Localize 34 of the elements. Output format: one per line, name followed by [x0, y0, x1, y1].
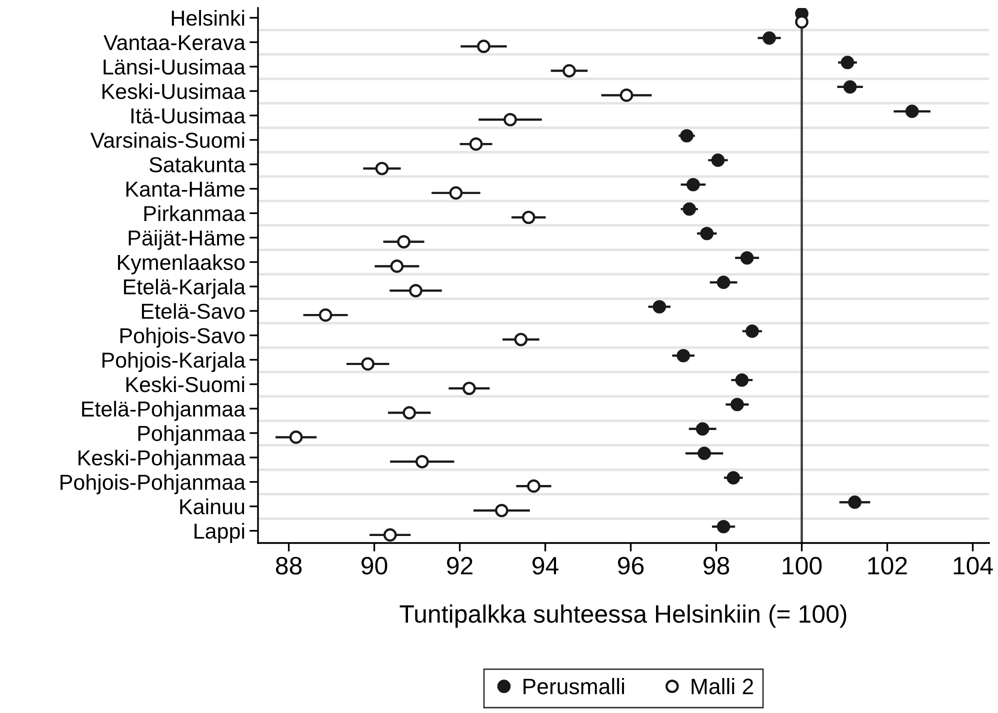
y-tick-label: Keski-Pohjanmaa — [78, 450, 246, 470]
y-tick-label: Pirkanmaa — [144, 205, 246, 222]
y-tick-label: Pohjanmaa — [138, 425, 246, 446]
y-tick-label: Etelä-Pohjanmaa — [82, 400, 246, 421]
y-tick-label: Lappi — [194, 522, 244, 544]
x-tick-label: 104 — [954, 556, 993, 575]
y-tick-label: Vantaa-Kerava — [104, 35, 246, 50]
y-tick-label: Kainuu — [180, 498, 244, 514]
y-tick-label: Itä-Uusimaa — [131, 108, 246, 124]
y-tick-label: Pohjois-Savo — [120, 328, 245, 348]
y-tick-label: Helsinki — [172, 10, 244, 26]
y-tick-label: Länsi-Uusimaa — [104, 58, 246, 75]
x-tick-label: 90 — [362, 556, 388, 575]
y-tick-label: Keski-Suomi — [126, 376, 244, 392]
y-tick-label: Keski-Uusimaa — [102, 83, 246, 100]
y-tick-label: Etelä-Savo — [142, 303, 245, 319]
y-tick-label: Pohjois-Karjala — [102, 352, 246, 372]
x-tick-label: 94 — [532, 556, 558, 575]
y-tick-label: Kymenlaakso — [118, 254, 245, 274]
y-tick-label: Etelä-Karjala — [124, 278, 246, 299]
y-tick-label: Kanta-Häme — [126, 182, 245, 197]
y-tick-label: Päijät-Häme — [128, 230, 245, 250]
x-tick-label: 102 — [868, 556, 907, 575]
y-tick-label: Pohjois-Pohjanmaa — [60, 474, 246, 494]
y-tick-label: Varsinais-Suomi — [90, 132, 244, 148]
y-tick-label: Satakunta — [150, 156, 246, 172]
legend-label: Perusmalli — [524, 678, 624, 694]
x-tick-label: 96 — [618, 556, 644, 575]
x-axis-title: Tuntipalkka suhteessa Helsinkiin (= 100) — [400, 604, 846, 628]
x-tick-label: 100 — [782, 556, 822, 575]
x-tick-label: 88 — [276, 556, 302, 575]
x-tick-label: 92 — [447, 556, 472, 575]
legend-label: Malli 2 — [692, 678, 754, 694]
x-tick-label: 98 — [704, 556, 730, 575]
